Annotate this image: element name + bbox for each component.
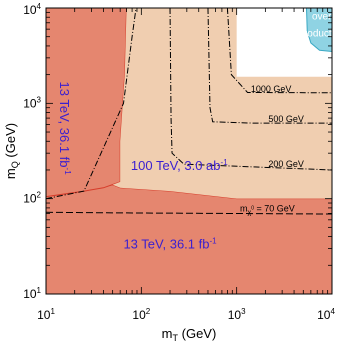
y-tick-label-100: 102 <box>23 191 41 206</box>
tick-labels-layer: 101 102 103 104 101 102 103 104 <box>23 2 335 322</box>
contour-1000-gev-0 <box>46 8 137 200</box>
axis-labels: mT (GeV) mQ (GeV) <box>3 123 216 342</box>
annotation-reach100: 100 TeV, 3.0 ab-1 <box>131 158 228 173</box>
ticks-layer <box>45 7 333 295</box>
annotation-left13: 13 TeV, 36.1 fb-1 <box>57 82 72 176</box>
annotation-bottom13: 13 TeV, 36.1 fb-1 <box>123 237 217 252</box>
contour-1000-gev-1 <box>226 8 332 94</box>
annotation-over2: production <box>298 29 344 40</box>
y-tick-label-10: 101 <box>23 286 41 301</box>
y-tick-label-10000: 104 <box>23 2 41 17</box>
annotation-c70: mχ0 = 70 GeV <box>240 204 295 217</box>
y-tick-label-1000: 103 <box>23 95 41 110</box>
y-axis-label: mQ (GeV) <box>3 123 20 179</box>
x-tick-label-10000: 104 <box>317 307 335 322</box>
annotation-c200: 200 GeV <box>268 159 304 169</box>
contour-m-70-gev-4 <box>46 211 332 215</box>
contour-200-gev-3 <box>169 8 332 171</box>
regions-layer <box>46 8 332 294</box>
annotation-layer: 13 TeV, 36.1 fb-1 13 TeV, 36.1 fb-1 100 Te… <box>57 11 344 251</box>
annotation-over1: over <box>312 11 332 22</box>
x-tick-label-1000: 103 <box>228 307 246 322</box>
x-tick-label-100: 102 <box>132 307 150 322</box>
region-over-production <box>305 8 332 52</box>
contour-500-gev-2 <box>207 8 332 124</box>
x-axis-label: mT (GeV) <box>162 326 217 342</box>
region-100-tev-3-0-ab-1 <box>112 8 332 199</box>
annotation-c500: 500 GeV <box>268 114 304 124</box>
contour-curves-layer <box>46 8 332 215</box>
plot-frame <box>45 7 333 295</box>
x-tick-label-10: 101 <box>37 307 55 322</box>
annotation-c1000: 1000 GeV <box>251 84 292 94</box>
